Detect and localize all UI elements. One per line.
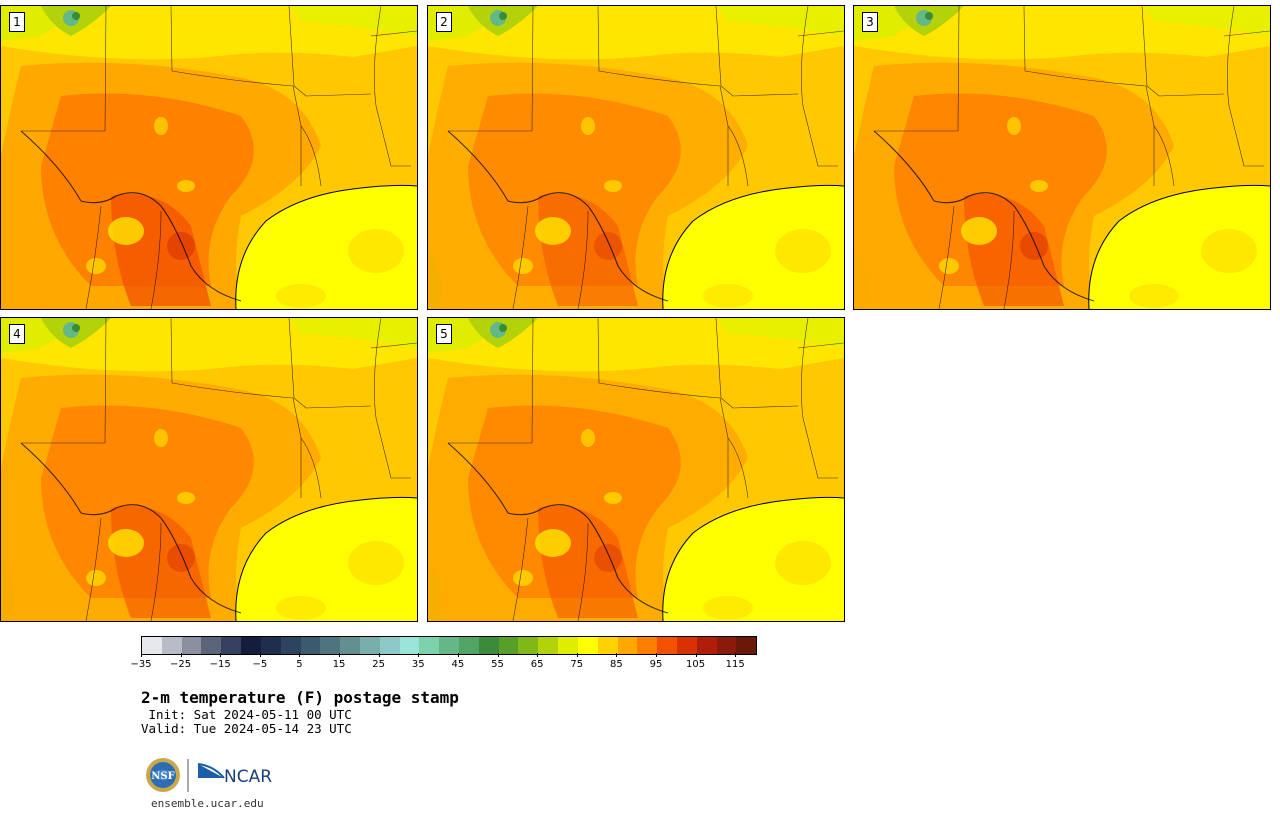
colorbar-segment xyxy=(201,637,222,654)
colorbar-segment xyxy=(280,637,301,654)
colorbar-tick-label: −15 xyxy=(209,659,231,670)
member-number-label: 4 xyxy=(9,324,25,344)
colorbar-tick-mark xyxy=(457,653,459,657)
ncar-logo-icon: NCAR xyxy=(197,763,272,787)
colorbar-tick-label: −5 xyxy=(252,659,268,670)
colorbar-tick-mark xyxy=(695,653,697,657)
colorbar-segment xyxy=(558,637,578,654)
colorbar-tick-label: 35 xyxy=(411,659,425,670)
colorbar-tick-label: −25 xyxy=(170,659,192,670)
init-time: Init: Sat 2024-05-11 00 UTC xyxy=(141,707,352,722)
colorbar-segment xyxy=(161,637,182,654)
colorbar-tick-label: 15 xyxy=(332,659,346,670)
colorbar-tick-label: 115 xyxy=(725,659,745,670)
colorbar-segment xyxy=(637,637,658,654)
member-number-label: 1 xyxy=(9,12,25,32)
colorbar-segment xyxy=(221,637,242,654)
colorbar-tick-label: 25 xyxy=(372,659,386,670)
colorbar-segment xyxy=(241,637,261,654)
colorbar-segment xyxy=(459,637,479,654)
colorbar-segment xyxy=(439,637,459,654)
colorbar-tick-label: 5 xyxy=(296,659,303,670)
colorbar-segment xyxy=(478,637,499,654)
colorbar-segment xyxy=(676,637,697,654)
colorbar-segment xyxy=(538,637,559,654)
member-number-label: 2 xyxy=(436,12,452,32)
nsf-ncar-logo[interactable]: NSF NCAR xyxy=(144,756,274,796)
colorbar-tick-mark xyxy=(141,653,142,657)
ensemble-member-map[interactable]: 2 xyxy=(427,5,845,310)
colorbar-ticks: −35 −25 −15 −5 5 15 25 35 45 55 65 75 85 95 105 115 xyxy=(130,653,757,673)
colorbar-segment xyxy=(736,637,757,654)
colorbar-segment xyxy=(399,637,420,654)
colorbar-tick-mark xyxy=(537,653,539,657)
colorbar-segment xyxy=(340,637,360,654)
colorbar-tick-mark xyxy=(616,653,618,657)
colorbar-segment xyxy=(260,637,281,654)
ensemble-member-map[interactable]: 4 xyxy=(0,317,418,622)
colorbar-tick-mark xyxy=(735,653,737,657)
colorbar-segment xyxy=(498,637,519,654)
colorbar-segment xyxy=(577,637,598,654)
colorbar-segment xyxy=(617,637,638,654)
colorbar-tick-mark xyxy=(259,653,261,657)
member-number-label: 5 xyxy=(436,324,452,344)
colorbar-tick-label: −35 xyxy=(130,659,152,670)
ensemble-member-map[interactable]: 1 xyxy=(0,5,418,310)
ensemble-member-map[interactable]: 3 xyxy=(853,5,1271,310)
colorbar-segment xyxy=(597,637,618,654)
colorbar-tick-mark xyxy=(497,653,499,657)
colorbar-tick-label: 45 xyxy=(451,659,465,670)
colorbar-segment xyxy=(320,637,341,654)
colorbar-tick-label: 65 xyxy=(530,659,544,670)
colorbar-tick-label: 85 xyxy=(609,659,623,670)
colorbar-segment xyxy=(300,637,321,654)
member-number-label: 3 xyxy=(862,12,878,32)
colorbar-tick-mark xyxy=(418,653,420,657)
svg-text:NSF: NSF xyxy=(151,771,174,782)
colorbar-tick-label: 55 xyxy=(491,659,504,670)
colorbar-tick-mark xyxy=(180,653,182,657)
colorbar-segment xyxy=(518,637,539,654)
colorbar-tick-mark xyxy=(299,653,301,657)
colorbar-tick-mark xyxy=(339,653,341,657)
plot-title: 2-m temperature (F) postage stamp xyxy=(141,688,459,707)
svg-text:NCAR: NCAR xyxy=(224,767,272,787)
colorbar-tick-label: 75 xyxy=(570,659,584,670)
nsf-globe-icon: NSF xyxy=(146,758,180,792)
site-url[interactable]: ensemble.ucar.edu xyxy=(151,797,264,810)
colorbar-tick-label: 95 xyxy=(649,659,663,670)
colorbar-tick-mark xyxy=(220,653,222,657)
colorbar-tick-mark xyxy=(655,653,657,657)
temperature-colorbar xyxy=(141,636,757,655)
colorbar-segment xyxy=(696,637,717,654)
valid-time: Valid: Tue 2024-05-14 23 UTC xyxy=(141,721,352,736)
colorbar-tick-mark xyxy=(378,653,380,657)
colorbar-segment xyxy=(359,637,380,654)
colorbar-segment xyxy=(657,637,677,654)
colorbar-segment xyxy=(419,637,440,654)
colorbar-tick-label: 105 xyxy=(686,659,706,670)
ensemble-member-map[interactable]: 5 xyxy=(427,317,845,622)
colorbar-segment xyxy=(379,637,400,654)
colorbar-segment xyxy=(142,637,162,654)
colorbar-segment xyxy=(716,637,737,654)
colorbar-segment xyxy=(181,637,202,654)
colorbar-tick-mark xyxy=(576,653,578,657)
